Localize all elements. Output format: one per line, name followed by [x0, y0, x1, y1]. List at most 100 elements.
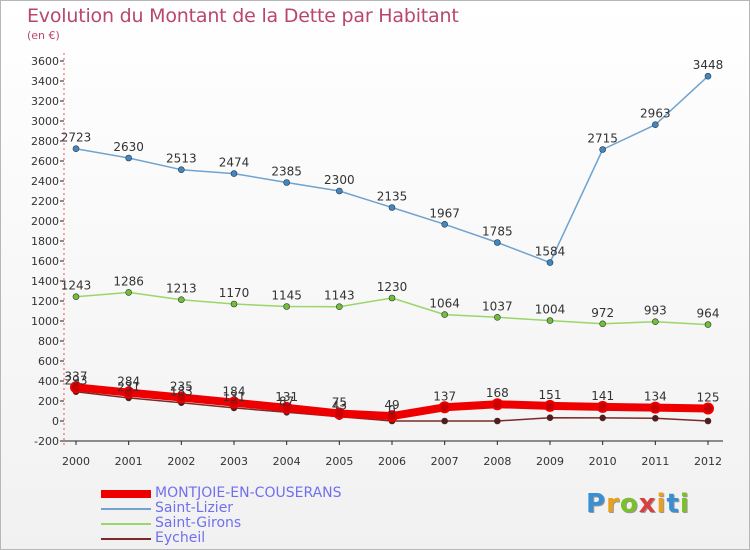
- data-label-saint-girons: 993: [644, 304, 667, 318]
- data-label-montjoie-en-couserans: 337: [65, 369, 88, 383]
- y-tick-label: -200: [34, 435, 59, 448]
- y-tick-label: 600: [38, 355, 59, 368]
- data-label-saint-lizier: 1785: [482, 225, 513, 239]
- x-tick-label: 2001: [115, 455, 143, 468]
- legend-item-saint-girons: Saint-Girons: [101, 516, 342, 531]
- legend-swatch-montjoie: [101, 489, 151, 498]
- legend-label-saint-girons: Saint-Girons: [155, 515, 242, 531]
- data-label-saint-lizier: 2715: [587, 132, 618, 146]
- logo-letter: o: [619, 489, 639, 519]
- logo-letter: P: [586, 489, 607, 519]
- y-tick-label: 2000: [31, 215, 59, 228]
- data-point-saint-girons: [546, 317, 554, 324]
- legend-item-montjoie: MONTJOIE-EN-COUSERANS: [101, 486, 342, 501]
- data-label-saint-girons: 1037: [482, 299, 513, 313]
- x-tick-label: 2007: [431, 455, 459, 468]
- data-label-montjoie-en-couserans: 184: [223, 385, 246, 399]
- data-label-saint-girons: 1004: [535, 303, 566, 317]
- y-tick-label: 1600: [31, 255, 59, 268]
- legend-swatch-eycheil: [101, 537, 151, 540]
- data-label-saint-girons: 1064: [429, 297, 460, 311]
- legend-swatch-saint-girons: [101, 522, 151, 525]
- data-point-montjoie-en-couserans: [702, 402, 714, 415]
- data-point-eycheil: [599, 414, 606, 422]
- logo-letter: r: [606, 489, 620, 519]
- data-label-saint-girons: 1286: [113, 274, 144, 288]
- data-label-saint-girons: 964: [697, 307, 720, 321]
- legend-label-saint-lizier: Saint-Lizier: [155, 500, 234, 516]
- data-point-saint-girons: [441, 311, 448, 318]
- data-point-saint-lizier: [494, 239, 501, 246]
- y-tick-label: 3400: [31, 75, 59, 88]
- data-label-montjoie-en-couserans: 49: [384, 398, 399, 412]
- y-tick-label: 3200: [31, 95, 59, 108]
- data-point-saint-girons: [652, 318, 659, 326]
- data-point-saint-girons: [494, 313, 501, 321]
- data-point-montjoie-en-couserans: [280, 401, 293, 414]
- y-tick-label: 2600: [31, 155, 59, 168]
- data-point-eycheil: [652, 414, 659, 422]
- data-point-saint-lizier: [72, 145, 80, 152]
- data-label-eycheil: 231: [117, 380, 140, 394]
- proxiti-logo: Proxiti: [586, 489, 690, 519]
- series-line-saint-lizier: [75, 75, 709, 264]
- data-label-montjoie-en-couserans: 134: [644, 390, 667, 404]
- x-tick-label: 2010: [589, 455, 617, 468]
- y-tick-label: 1000: [31, 315, 59, 328]
- y-tick-label: 400: [38, 375, 59, 388]
- data-label-saint-lizier: 2135: [377, 190, 408, 204]
- data-point-eycheil: [546, 414, 554, 422]
- data-label-saint-lizier: 2963: [640, 107, 671, 121]
- data-point-saint-girons: [230, 300, 238, 308]
- legend-item-saint-lizier: Saint-Lizier: [101, 501, 342, 516]
- y-tick-label: 0: [52, 415, 59, 428]
- x-tick-label: 2006: [378, 455, 406, 468]
- data-label-saint-girons: 1143: [324, 289, 355, 303]
- data-label-montjoie-en-couserans: 284: [117, 375, 140, 389]
- data-label-eycheil: 0: [388, 403, 396, 417]
- data-point-montjoie-en-couserans: [70, 381, 82, 394]
- data-label-montjoie-en-couserans: 75: [332, 396, 347, 410]
- data-point-saint-girons: [178, 296, 185, 304]
- y-tick-label: 1200: [31, 295, 59, 308]
- data-point-montjoie-en-couserans: [228, 396, 240, 409]
- legend-item-eycheil: Eycheil: [101, 531, 342, 546]
- legend: MONTJOIE-EN-COUSERANS Saint-Lizier Saint…: [101, 486, 342, 546]
- chart-title: Evolution du Montant de la Dette par Hab…: [27, 5, 459, 27]
- data-label-eycheil: 131: [223, 390, 246, 404]
- data-label-saint-lizier: 1967: [429, 206, 460, 220]
- data-point-montjoie-en-couserans: [596, 400, 609, 413]
- data-label-saint-lizier: 2723: [61, 131, 92, 145]
- x-tick-label: 2003: [220, 455, 248, 468]
- logo-letter: x: [638, 489, 657, 519]
- data-point-saint-lizier: [178, 166, 185, 173]
- data-point-saint-lizier: [283, 179, 290, 186]
- y-tick-label: 200: [38, 395, 59, 408]
- y-tick-label: 3600: [31, 55, 59, 68]
- data-point-montjoie-en-couserans: [333, 407, 346, 420]
- data-label-eycheil: 183: [170, 385, 193, 399]
- data-label-saint-lizier: 3448: [693, 58, 724, 72]
- data-label-eycheil: 293: [65, 374, 88, 388]
- logo-letter: i: [679, 489, 690, 519]
- x-tick-label: 2011: [641, 455, 669, 468]
- logo-letter: t: [666, 489, 680, 519]
- data-point-eycheil: [704, 417, 712, 425]
- data-point-saint-girons: [125, 289, 132, 296]
- y-tick-label: 1800: [31, 235, 59, 248]
- x-tick-label: 2002: [167, 455, 195, 468]
- y-tick-label: 800: [38, 335, 59, 348]
- data-label-montjoie-en-couserans: 125: [697, 391, 720, 405]
- data-point-saint-girons: [336, 303, 343, 311]
- data-label-montjoie-en-couserans: 151: [539, 388, 562, 402]
- data-point-saint-lizier: [599, 146, 606, 153]
- data-label-saint-lizier: 1584: [535, 245, 566, 259]
- data-point-montjoie-en-couserans: [122, 386, 135, 399]
- data-label-montjoie-en-couserans: 235: [170, 380, 193, 394]
- data-label-saint-girons: 1243: [61, 279, 92, 293]
- data-point-saint-girons: [72, 293, 80, 301]
- series-layer: [70, 72, 714, 425]
- x-tick-label: 2008: [483, 455, 511, 468]
- data-label-saint-girons: 1230: [377, 280, 408, 294]
